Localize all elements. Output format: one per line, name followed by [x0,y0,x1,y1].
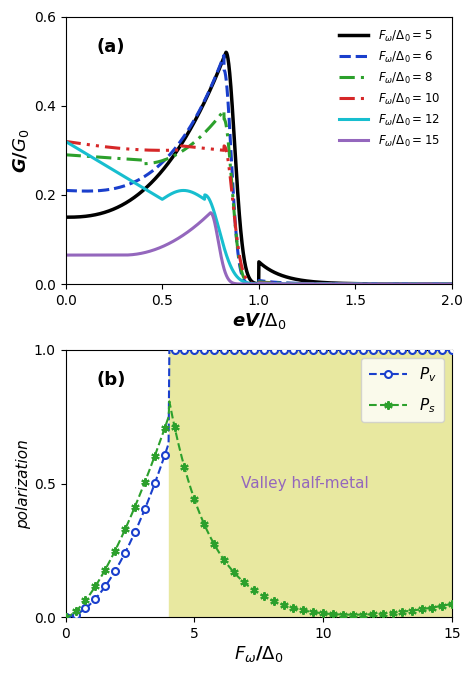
$F_\omega/\Delta_0= 12$ [449,280,455,288]
Text: (a): (a) [97,38,125,56]
$F_\omega/\Delta_0= 15$ [251,280,256,288]
$F_\omega/\Delta_0= 5$ [367,279,373,288]
$F_\omega/\Delta_0= 12$ [367,280,373,288]
$F_\omega/\Delta_0= 10$ [82,140,88,148]
$F_\omega/\Delta_0= 8$ [449,280,455,288]
$F_\omega/\Delta_0= 6$ [449,280,455,288]
$F_\omega/\Delta_0= 12$ [438,280,444,288]
$F_\omega/\Delta_0= 8$ [438,280,444,288]
$F_\omega/\Delta_0= 6$ [438,280,444,288]
$F_\omega/\Delta_0= 15$ [82,251,88,259]
Line: $F_\omega/\Delta_0= 12$: $F_\omega/\Delta_0= 12$ [65,142,452,284]
Line: $F_\omega/\Delta_0= 15$: $F_\omega/\Delta_0= 15$ [65,213,452,284]
$F_\omega/\Delta_0= 8$ [241,273,246,281]
Legend: $F_\omega/\Delta_0= 5$, $F_\omega/\Delta_0= 6$, $F_\omega/\Delta_0= 8$, $F_\omeg: $F_\omega/\Delta_0= 5$, $F_\omega/\Delta… [333,22,446,155]
$F_\omega/\Delta_0= 5$ [251,279,256,287]
$F_\omega/\Delta_0= 8$ [438,280,444,288]
$F_\omega/\Delta_0= 15$ [63,251,68,259]
Line: $F_\omega/\Delta_0= 10$: $F_\omega/\Delta_0= 10$ [65,142,452,284]
$F_\omega/\Delta_0= 5$ [223,48,229,56]
$F_\omega/\Delta_0= 8$ [367,280,373,288]
$F_\omega/\Delta_0= 5$ [241,250,246,258]
Bar [169,350,452,618]
Text: (b): (b) [97,371,126,389]
$F_\omega/\Delta_0= 12$ [251,279,256,288]
Line: $F_\omega/\Delta_0= 6$: $F_\omega/\Delta_0= 6$ [65,55,452,284]
$F_\omega/\Delta_0= 15$ [208,209,213,217]
$F_\omega/\Delta_0= 15$ [438,280,444,288]
Y-axis label: $\boldsymbol{G/G_0}$: $\boldsymbol{G/G_0}$ [11,128,31,173]
$F_\omega/\Delta_0= 5$ [63,213,68,221]
Text: Valley half-metal: Valley half-metal [241,476,369,491]
$F_\omega/\Delta_0= 10$ [251,279,256,288]
$F_\omega/\Delta_0= 10$ [240,268,246,276]
Line: $F_\omega/\Delta_0= 5$: $F_\omega/\Delta_0= 5$ [65,52,452,284]
$F_\omega/\Delta_0= 6$ [438,280,444,288]
$F_\omega/\Delta_0= 8$ [221,107,227,115]
$F_\omega/\Delta_0= 10$ [367,280,373,288]
$F_\omega/\Delta_0= 15$ [256,280,262,288]
$F_\omega/\Delta_0= 5$ [438,280,444,288]
$F_\omega/\Delta_0= 8$ [82,152,88,160]
Legend: $P_v$, $P_s$: $P_v$, $P_s$ [361,358,444,423]
$F_\omega/\Delta_0= 15$ [449,280,455,288]
Line: $F_\omega/\Delta_0= 8$: $F_\omega/\Delta_0= 8$ [65,111,452,284]
Y-axis label: polarization: polarization [16,439,31,529]
$F_\omega/\Delta_0= 10$ [438,280,443,288]
$F_\omega/\Delta_0= 12$ [82,149,88,157]
$F_\omega/\Delta_0= 8$ [251,280,256,288]
$F_\omega/\Delta_0= 6$ [221,51,227,59]
$F_\omega/\Delta_0= 5$ [82,212,88,220]
$F_\omega/\Delta_0= 10$ [438,280,444,288]
$F_\omega/\Delta_0= 12$ [438,280,443,288]
$F_\omega/\Delta_0= 6$ [367,280,373,288]
$F_\omega/\Delta_0= 12$ [240,277,246,286]
$F_\omega/\Delta_0= 6$ [241,275,246,283]
$F_\omega/\Delta_0= 5$ [438,280,444,288]
$F_\omega/\Delta_0= 6$ [82,187,88,195]
X-axis label: $\boldsymbol{F_\omega /\Delta_0}$: $\boldsymbol{F_\omega /\Delta_0}$ [234,644,283,664]
$F_\omega/\Delta_0= 15$ [241,280,246,288]
$F_\omega/\Delta_0= 6$ [63,186,68,194]
$F_\omega/\Delta_0= 8$ [63,151,68,159]
$F_\omega/\Delta_0= 15$ [367,280,373,288]
$F_\omega/\Delta_0= 10$ [449,280,455,288]
$F_\omega/\Delta_0= 10$ [63,138,68,146]
$F_\omega/\Delta_0= 5$ [449,280,455,288]
$F_\omega/\Delta_0= 6$ [251,280,256,288]
$F_\omega/\Delta_0= 15$ [438,280,444,288]
$F_\omega/\Delta_0= 12$ [63,138,68,146]
X-axis label: $\boldsymbol{eV/\Delta_0}$: $\boldsymbol{eV/\Delta_0}$ [232,310,286,331]
